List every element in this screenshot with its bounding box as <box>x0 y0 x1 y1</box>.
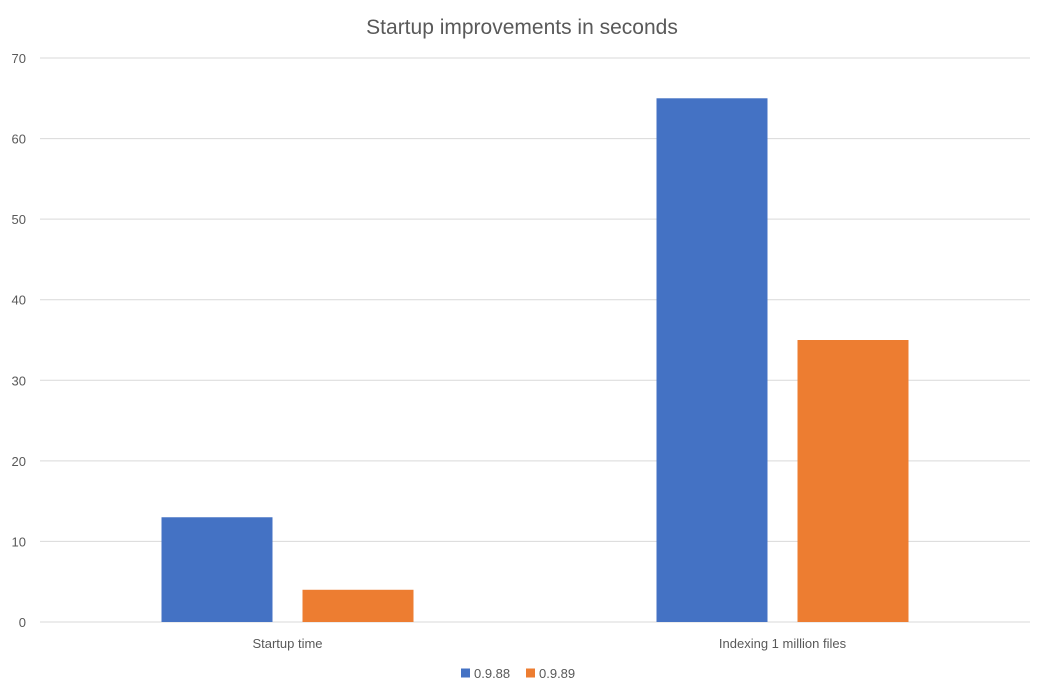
legend-swatch <box>461 668 470 678</box>
bar-0.9.88-0 <box>161 517 273 622</box>
y-tick-label: 60 <box>12 132 26 147</box>
x-axis: Startup time Indexing 1 million files <box>252 636 846 651</box>
x-tick-label: Indexing 1 million files <box>719 636 847 651</box>
legend-swatch <box>526 668 535 678</box>
y-tick-label: 70 <box>12 51 26 66</box>
legend: 0.9.88 0.9.89 <box>461 666 575 681</box>
legend-label: 0.9.89 <box>539 666 575 681</box>
y-tick-label: 0 <box>19 615 26 630</box>
bar-0.9.89-0 <box>302 589 414 622</box>
bar-0.9.88-1 <box>656 98 768 623</box>
bar-0.9.89-1 <box>797 340 909 622</box>
x-tick-label: Startup time <box>252 636 322 651</box>
chart-title: Startup improvements in seconds <box>366 16 678 39</box>
y-tick-label: 10 <box>12 534 26 549</box>
y-tick-label: 20 <box>12 454 26 469</box>
legend-label: 0.9.88 <box>474 666 510 681</box>
y-tick-label: 40 <box>12 293 26 308</box>
y-tick-label: 50 <box>12 212 26 227</box>
y-axis: 0 10 20 30 40 50 60 70 <box>12 51 26 630</box>
y-tick-label: 30 <box>12 373 26 388</box>
bars <box>161 98 909 623</box>
